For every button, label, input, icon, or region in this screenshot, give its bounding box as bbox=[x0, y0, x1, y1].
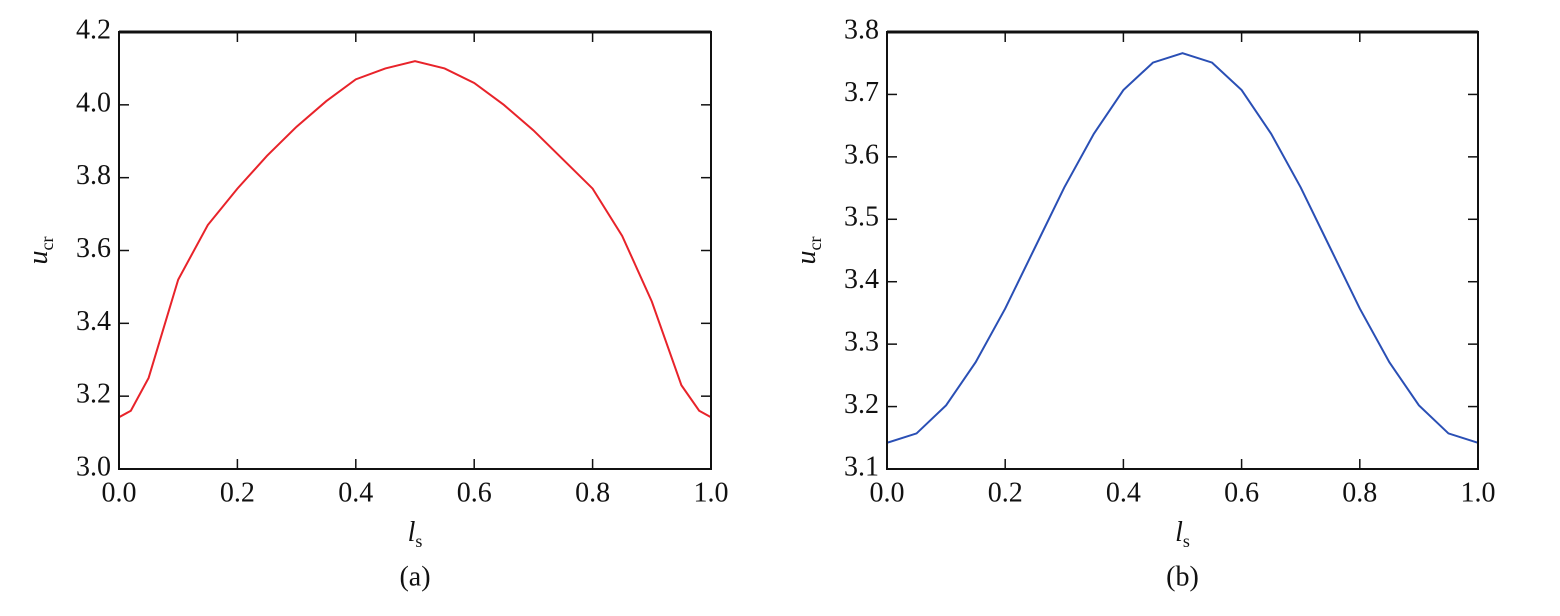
plot-frame bbox=[118, 31, 712, 470]
y-axis-label-sub: cr bbox=[37, 237, 57, 251]
caption: (a) bbox=[399, 561, 430, 592]
x-tick-label: 0.4 bbox=[338, 477, 373, 508]
y-tick-label: 3.8 bbox=[844, 14, 879, 45]
y-tick-label: 3.2 bbox=[844, 389, 879, 420]
x-tick-label: 0.0 bbox=[870, 477, 905, 508]
data-line bbox=[118, 60, 712, 419]
y-tick-label: 3.2 bbox=[76, 379, 111, 410]
data-line bbox=[886, 52, 1479, 444]
x-tick-label: 0.8 bbox=[1342, 477, 1377, 508]
x-axis-label-main: l bbox=[1175, 517, 1183, 548]
y-tick-label: 3.3 bbox=[844, 327, 879, 358]
y-tick-label: 3.4 bbox=[844, 264, 879, 295]
y-axis-label-sub: cr bbox=[805, 237, 825, 251]
y-tick-label: 3.6 bbox=[76, 233, 111, 264]
x-axis-label-sub: s bbox=[415, 531, 422, 551]
y-tick-label: 3.8 bbox=[76, 160, 111, 191]
x-tick-label: 0.2 bbox=[220, 477, 255, 508]
plot-frame bbox=[886, 31, 1479, 470]
x-tick-label: 0.0 bbox=[102, 477, 137, 508]
x-tick-label: 1.0 bbox=[694, 477, 729, 508]
caption: (b) bbox=[1166, 561, 1199, 592]
y-tick-label: 3.7 bbox=[844, 77, 879, 108]
y-tick-label: 4.0 bbox=[76, 87, 111, 118]
x-axis-label: ls bbox=[1175, 517, 1190, 551]
y-axis-label-main: u bbox=[791, 250, 822, 264]
y-tick-label: 3.4 bbox=[76, 306, 111, 337]
y-tick-label: 3.1 bbox=[844, 451, 879, 482]
y-axis-label: ucr bbox=[23, 237, 57, 265]
y-tick-label: 3.5 bbox=[844, 202, 879, 233]
x-axis-label-sub: s bbox=[1183, 531, 1190, 551]
y-tick-label: 3.6 bbox=[844, 139, 879, 170]
x-tick-label: 0.8 bbox=[575, 477, 610, 508]
y-tick-label: 3.0 bbox=[76, 451, 111, 482]
x-axis-label: ls bbox=[408, 517, 423, 551]
x-tick-label: 0.6 bbox=[1224, 477, 1259, 508]
y-axis-label: ucr bbox=[791, 237, 825, 265]
x-tick-label: 0.6 bbox=[457, 477, 492, 508]
y-axis-label-main: u bbox=[23, 250, 54, 264]
x-tick-label: 0.2 bbox=[988, 477, 1023, 508]
x-tick-label: 0.4 bbox=[1106, 477, 1141, 508]
x-axis-label-main: l bbox=[408, 517, 416, 548]
y-tick-label: 4.2 bbox=[76, 14, 111, 45]
x-tick-label: 1.0 bbox=[1461, 477, 1496, 508]
